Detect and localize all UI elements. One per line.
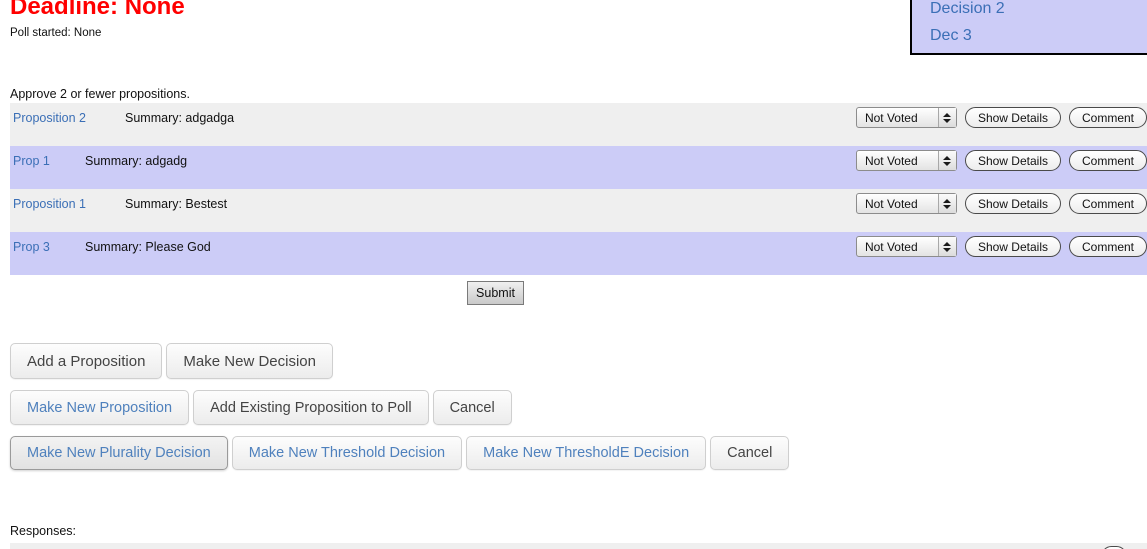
proposition-table: Proposition 2 Summary: adgadga Not Voted… <box>10 103 1147 275</box>
vote-select[interactable]: Not Voted <box>855 107 957 128</box>
table-row: Proposition 1 Summary: Bestest Not Voted… <box>10 189 1147 232</box>
proposition-link[interactable]: Proposition 2 <box>13 111 86 125</box>
decision-list-box: Decision 2 Dec 3 <box>910 0 1147 55</box>
action-row-proposition: Make New Proposition Add Existing Propos… <box>10 390 512 425</box>
add-a-proposition-button[interactable]: Add a Proposition <box>10 343 163 379</box>
cancel-proposition-button[interactable]: Cancel <box>432 390 512 425</box>
response-row <box>10 543 1147 549</box>
comment-button[interactable]: Comment <box>1068 193 1147 214</box>
row-controls: Not Voted Show Details Comment <box>855 107 1147 128</box>
chevron-updown-icon <box>937 194 956 213</box>
vote-select-value: Not Voted <box>864 239 918 254</box>
vote-select-value: Not Voted <box>864 196 918 211</box>
decision-link-2[interactable]: Dec 3 <box>930 27 972 44</box>
make-new-thresholde-decision-button[interactable]: Make New ThresholdE Decision <box>466 436 707 470</box>
comment-button[interactable]: Comment <box>1068 150 1147 171</box>
proposition-summary: Summary: adgadg <box>85 154 188 168</box>
comment-button[interactable]: Comment <box>1068 236 1147 257</box>
show-details-button[interactable]: Show Details <box>964 193 1061 214</box>
row-controls: Not Voted Show Details Comment <box>855 236 1147 257</box>
show-details-button[interactable]: Show Details <box>964 236 1061 257</box>
decision-link-1[interactable]: Decision 2 <box>930 0 1005 17</box>
proposition-link[interactable]: Prop 3 <box>13 240 50 254</box>
row-controls: Not Voted Show Details Comment <box>855 193 1147 214</box>
make-new-threshold-decision-button[interactable]: Make New Threshold Decision <box>231 436 463 470</box>
make-new-plurality-decision-button[interactable]: Make New Plurality Decision <box>10 436 228 470</box>
approval-instruction: Approve 2 or fewer propositions. <box>10 87 190 101</box>
proposition-summary: Summary: Please God <box>85 240 211 254</box>
add-existing-proposition-button[interactable]: Add Existing Proposition to Poll <box>193 390 429 425</box>
cancel-decision-button[interactable]: Cancel <box>710 436 790 470</box>
row-controls: Not Voted Show Details Comment <box>855 150 1147 171</box>
table-row: Prop 3 Summary: Please God Not Voted Sho… <box>10 232 1147 275</box>
submit-button[interactable]: Submit <box>467 281 524 305</box>
show-details-button[interactable]: Show Details <box>964 107 1061 128</box>
proposition-summary: Summary: adgadga <box>125 111 235 125</box>
action-row-decision: Make New Plurality Decision Make New Thr… <box>10 436 790 470</box>
chevron-updown-icon <box>937 108 956 127</box>
proposition-summary: Summary: Bestest <box>125 197 228 211</box>
make-new-proposition-button[interactable]: Make New Proposition <box>10 390 190 425</box>
poll-started-text: Poll started: None <box>10 27 102 39</box>
vote-select[interactable]: Not Voted <box>855 150 957 171</box>
action-row-primary: Add a Proposition Make New Decision <box>10 343 333 379</box>
chevron-updown-icon <box>937 151 956 170</box>
show-details-button[interactable]: Show Details <box>964 150 1061 171</box>
responses-label: Responses: <box>10 524 77 538</box>
proposition-link[interactable]: Prop 1 <box>13 154 50 168</box>
table-row: Proposition 2 Summary: adgadga Not Voted… <box>10 103 1147 146</box>
vote-select[interactable]: Not Voted <box>855 193 957 214</box>
table-row: Prop 1 Summary: adgadg Not Voted Show De… <box>10 146 1147 189</box>
deadline-heading: Deadline: None <box>10 0 185 20</box>
proposition-link[interactable]: Proposition 1 <box>13 197 86 211</box>
vote-select[interactable]: Not Voted <box>855 236 957 257</box>
vote-select-value: Not Voted <box>864 110 918 125</box>
vote-select-value: Not Voted <box>864 153 918 168</box>
chevron-updown-icon <box>937 237 956 256</box>
make-new-decision-button[interactable]: Make New Decision <box>166 343 333 379</box>
comment-button[interactable]: Comment <box>1068 107 1147 128</box>
